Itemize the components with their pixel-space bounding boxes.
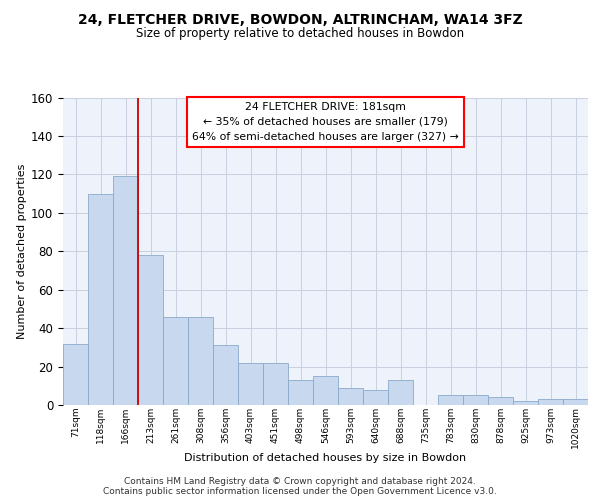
Bar [363, 390, 388, 405]
Bar [513, 401, 538, 405]
Text: 24, FLETCHER DRIVE, BOWDON, ALTRINCHAM, WA14 3FZ: 24, FLETCHER DRIVE, BOWDON, ALTRINCHAM, … [77, 12, 523, 26]
Bar [338, 388, 363, 405]
X-axis label: Distribution of detached houses by size in Bowdon: Distribution of detached houses by size … [184, 452, 467, 462]
Bar [288, 380, 313, 405]
Bar [463, 396, 488, 405]
Bar [238, 362, 263, 405]
Bar [163, 316, 188, 405]
Text: 24 FLETCHER DRIVE: 181sqm
← 35% of detached houses are smaller (179)
64% of semi: 24 FLETCHER DRIVE: 181sqm ← 35% of detac… [192, 102, 459, 142]
Bar [538, 399, 563, 405]
Text: Size of property relative to detached houses in Bowdon: Size of property relative to detached ho… [136, 27, 464, 40]
Bar [438, 396, 463, 405]
Bar [188, 316, 213, 405]
Bar [138, 255, 163, 405]
Bar [313, 376, 338, 405]
Text: Contains HM Land Registry data © Crown copyright and database right 2024.: Contains HM Land Registry data © Crown c… [124, 477, 476, 486]
Bar [113, 176, 138, 405]
Bar [388, 380, 413, 405]
Bar [263, 362, 288, 405]
Bar [63, 344, 88, 405]
Y-axis label: Number of detached properties: Number of detached properties [17, 164, 27, 339]
Bar [488, 398, 513, 405]
Bar [563, 399, 588, 405]
Text: Contains public sector information licensed under the Open Government Licence v3: Contains public sector information licen… [103, 487, 497, 496]
Bar [88, 194, 113, 405]
Bar [213, 346, 238, 405]
